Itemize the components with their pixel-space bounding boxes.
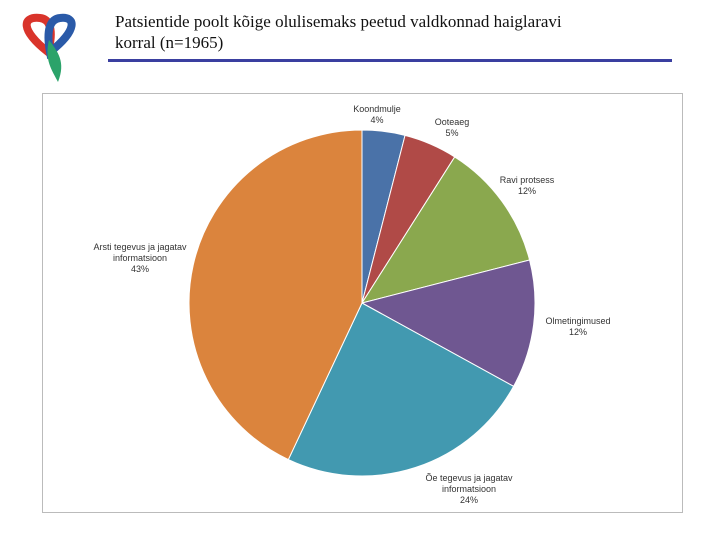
pie-slice xyxy=(188,129,363,461)
slice-name: Arsti tegevus ja jagatav informatsioon xyxy=(93,242,187,263)
pie-slice xyxy=(287,302,515,477)
slice-label: Õe tegevus ja jagatav informatsioon 24% xyxy=(414,473,524,506)
slice-name: Olmetingimused xyxy=(545,316,611,326)
title-rule xyxy=(108,59,672,62)
slice-value: 12% xyxy=(568,327,587,337)
pie-slice xyxy=(360,156,531,304)
logo-blue xyxy=(44,13,76,60)
slice-value: 5% xyxy=(445,128,459,138)
slice-label: Ravi protsess 12% xyxy=(452,175,602,197)
slice-name: Ravi protsess xyxy=(499,175,555,185)
slice-value: 24% xyxy=(459,495,478,505)
slice-value: 43% xyxy=(130,264,149,274)
logo-green xyxy=(47,40,62,82)
slide-title: Patsientide poolt kõige olulisemaks peet… xyxy=(115,12,562,52)
slice-label: Koondmulje 4% xyxy=(302,104,452,126)
slice-name: Ooteaeg xyxy=(434,117,470,127)
slice-label: Olmetingimused 12% xyxy=(503,316,653,338)
logo xyxy=(22,13,76,82)
slice-value: 4% xyxy=(370,115,384,125)
slice-name: Koondmulje xyxy=(353,104,401,114)
slice-label: Arsti tegevus ja jagatav informatsioon 43… xyxy=(85,242,195,275)
slice-value: 12% xyxy=(517,186,536,196)
chart-frame xyxy=(42,93,683,513)
slice-label: Ooteaeg 5% xyxy=(377,117,527,139)
slice-name: Õe tegevus ja jagatav informatsioon xyxy=(425,473,513,494)
pie-slice xyxy=(360,259,536,388)
